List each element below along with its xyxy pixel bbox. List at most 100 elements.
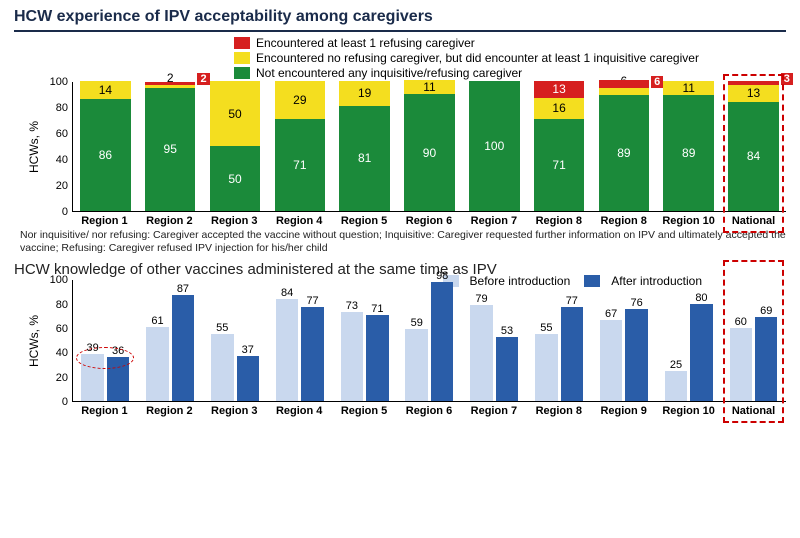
segment-green: 89 <box>599 95 650 211</box>
value-label: 81 <box>358 151 371 165</box>
ytick: 100 <box>50 274 68 286</box>
segment-red: 2 <box>145 82 196 85</box>
xlabel: Region 8 <box>526 212 591 227</box>
value-label: 76 <box>631 297 643 309</box>
segment-yellow: 13 <box>728 85 779 102</box>
chart1-plot: 8614952250507129811990111007116138966891… <box>72 82 786 212</box>
xlabel: Region 7 <box>461 212 526 227</box>
value-label: 55 <box>540 322 552 334</box>
value-label: 3 <box>781 73 793 85</box>
bar-before: 59 <box>405 329 427 401</box>
bar-pair: 7953 <box>470 280 518 401</box>
xlabel: Region 5 <box>332 212 397 227</box>
value-label: 29 <box>293 93 306 107</box>
value-label: 13 <box>747 86 760 100</box>
stacked-bar: 8614 <box>80 81 131 211</box>
segment-yellow: 2 <box>145 85 196 88</box>
ytick: 60 <box>56 323 68 335</box>
xlabel: Region 2 <box>137 402 202 417</box>
legend-label: Encountered no refusing caregiver, but d… <box>256 51 699 65</box>
bar-before: 55 <box>211 334 233 401</box>
bar-pair: 61 87 <box>146 280 194 401</box>
bar-before: 39 <box>81 354 103 402</box>
stacked-bar: 8911 <box>663 81 714 211</box>
ytick: 0 <box>62 396 68 408</box>
bar-pair: 84 77 <box>276 280 324 401</box>
value-label: 36 <box>112 345 124 357</box>
segment-green: 89 <box>663 95 714 211</box>
xlabel: Region 9 <box>591 402 656 417</box>
legend-swatch-yellow <box>234 52 250 64</box>
value-label: 50 <box>228 107 241 121</box>
value-label: 73 <box>346 300 358 312</box>
bar-pair: 39 36 <box>81 280 129 401</box>
xlabel: Region 2 <box>137 212 202 227</box>
bar-after: 53 <box>496 337 518 402</box>
segment-green: 86 <box>80 99 131 211</box>
legend-swatch-green <box>234 67 250 79</box>
stacked-bar: 8966 <box>599 80 650 211</box>
value-label: 79 <box>475 293 487 305</box>
value-label: 84 <box>281 287 293 299</box>
ytick: 100 <box>50 76 68 88</box>
bar-group: 8966 <box>592 82 657 211</box>
bar-pair: 5998 <box>405 280 453 401</box>
bar-pair: 5537 <box>211 280 259 401</box>
segment-yellow: 6 <box>599 88 650 96</box>
bar-group: 5998 <box>397 280 462 401</box>
legend-label: Not encountered any inquisitive/refusing… <box>256 66 522 80</box>
segment-green: 81 <box>339 106 390 211</box>
bar-pair: 6069 <box>730 280 778 401</box>
value-label: 71 <box>371 303 383 315</box>
segment-green: 71 <box>534 119 585 211</box>
xlabel: Region 3 <box>202 402 267 417</box>
bar-before: 55 <box>535 334 557 401</box>
value-label: 71 <box>293 158 306 172</box>
xlabel: Region 3 <box>202 212 267 227</box>
chart1-title: HCW experience of IPV acceptability amon… <box>14 8 786 26</box>
value-label: 84 <box>747 149 760 163</box>
bar-after: 69 <box>755 317 777 401</box>
chart1-xlabels: Region 1Region 2Region 3Region 4Region 5… <box>72 212 786 227</box>
ytick: 40 <box>56 347 68 359</box>
value-label: 19 <box>358 86 371 100</box>
bar-after: 80 <box>690 304 712 402</box>
value-label: 61 <box>151 315 163 327</box>
bar-group: 90 11 <box>397 82 462 211</box>
ytick: 80 <box>56 102 68 114</box>
bar-before: 67 <box>600 320 622 402</box>
bar-after: 87 <box>172 295 194 401</box>
bar-after: 77 <box>301 307 323 401</box>
bar-after: 76 <box>625 309 647 402</box>
chart2-xlabels: Region 1Region 2Region 3Region 4Region 5… <box>72 402 786 417</box>
bar-pair: 6776 <box>600 280 648 401</box>
value-label: 89 <box>682 146 695 160</box>
xlabel: Region 8 <box>591 212 656 227</box>
bar-before: 73 <box>341 312 363 401</box>
xlabel: Region 1 <box>72 402 137 417</box>
legend-item: Encountered at least 1 refusing caregive… <box>234 36 786 50</box>
bar-after: 71 <box>366 315 388 402</box>
xlabel: Region 5 <box>332 402 397 417</box>
value-label: 90 <box>423 146 436 160</box>
legend-swatch-red <box>234 37 250 49</box>
stacked-bar: 100 <box>469 81 520 211</box>
bar-before: 79 <box>470 305 492 401</box>
chart1: HCWs, % 020406080100 8614952250507129811… <box>14 82 786 227</box>
segment-yellow: 11 <box>404 80 455 94</box>
bar-group: 8614 <box>73 82 138 211</box>
bar-group: 84 133 <box>721 82 786 211</box>
ytick: 20 <box>56 180 68 192</box>
bar-group: 5577 <box>527 280 592 401</box>
xlabel: Region 4 <box>267 402 332 417</box>
bar-group: 100 <box>462 82 527 211</box>
value-label: 67 <box>605 308 617 320</box>
legend-label: Encountered at least 1 refusing caregive… <box>256 36 475 50</box>
xlabel: National <box>721 212 786 227</box>
bar-group: 5050 <box>203 82 268 211</box>
value-label: 98 <box>436 270 448 282</box>
bar-group: 84 77 <box>267 280 332 401</box>
segment-red: 3 <box>728 81 779 85</box>
value-label: 77 <box>306 295 318 307</box>
segment-yellow: 16 <box>534 98 585 119</box>
